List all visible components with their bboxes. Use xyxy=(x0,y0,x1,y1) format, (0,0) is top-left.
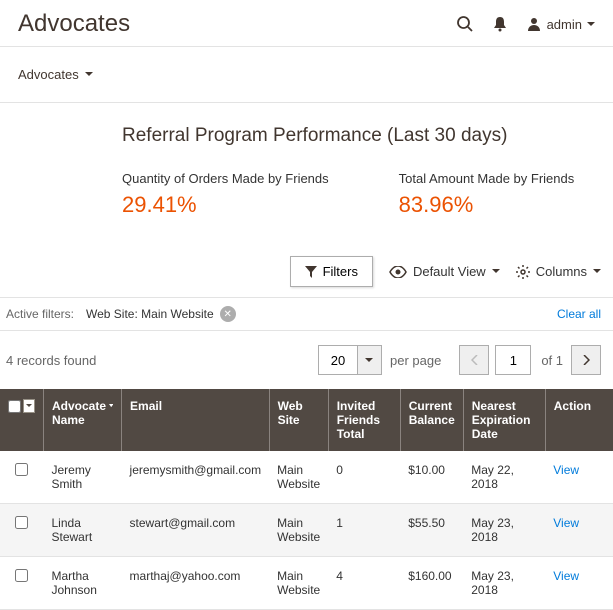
cell-balance: $10.00 xyxy=(400,451,463,504)
cell-email: marthaj@yahoo.com xyxy=(122,557,270,610)
metric-value: 29.41% xyxy=(122,192,329,218)
row-checkbox[interactable] xyxy=(15,569,28,582)
sort-arrow-icon xyxy=(109,399,113,409)
filter-chip-label: Web Site: Main Website xyxy=(86,307,214,321)
cell-expiration: May 22, 2018 xyxy=(463,451,545,504)
view-link[interactable]: View xyxy=(553,516,579,530)
row-checkbox[interactable] xyxy=(15,516,28,529)
admin-label: admin xyxy=(547,17,582,32)
cell-balance: $55.50 xyxy=(400,504,463,557)
filter-chip-website: Web Site: Main Website ✕ xyxy=(86,306,236,322)
scope-selector[interactable]: Advocates xyxy=(18,61,93,88)
metric-label: Total Amount Made by Friends xyxy=(399,171,575,186)
filters-label: Filters xyxy=(323,264,358,279)
column-header-expiration[interactable]: Nearest Expiration Date xyxy=(463,389,545,451)
column-header-email[interactable]: Email xyxy=(122,389,270,451)
scope-label: Advocates xyxy=(18,67,79,82)
cell-expiration: May 23, 2018 xyxy=(463,557,545,610)
admin-account-menu[interactable]: admin xyxy=(526,16,595,32)
chevron-down-icon xyxy=(85,72,93,77)
records-found-label: 4 records found xyxy=(6,353,318,368)
per-page-dropdown[interactable] xyxy=(358,345,382,375)
chevron-down-icon xyxy=(593,269,601,274)
cell-name: Jeremy Smith xyxy=(44,451,122,504)
metric-value: 83.96% xyxy=(399,192,575,218)
cell-balance: $160.00 xyxy=(400,557,463,610)
column-header-website[interactable]: Web Site xyxy=(269,389,328,451)
next-page-button[interactable] xyxy=(571,345,601,375)
table-row: Martha Johnsonmarthaj@yahoo.comMain Webs… xyxy=(0,557,613,610)
gear-icon xyxy=(516,265,530,279)
columns-label: Columns xyxy=(536,264,587,279)
chevron-down-icon xyxy=(492,269,500,274)
metric-label: Quantity of Orders Made by Friends xyxy=(122,171,329,186)
eye-icon xyxy=(389,266,407,278)
cell-invited: 4 xyxy=(328,557,400,610)
prev-page-button[interactable] xyxy=(459,345,489,375)
column-header-invited[interactable]: Invited Friends Total xyxy=(328,389,400,451)
column-header-action: Action xyxy=(545,389,613,451)
cell-email: jeremysmith@gmail.com xyxy=(122,451,270,504)
active-filters-label: Active filters: xyxy=(6,307,74,321)
per-page-input[interactable] xyxy=(318,345,358,375)
cell-website: Main Website xyxy=(269,557,328,610)
cell-email: stewart@gmail.com xyxy=(122,504,270,557)
column-header-balance[interactable]: Current Balance xyxy=(400,389,463,451)
performance-title: Referral Program Performance (Last 30 da… xyxy=(122,125,595,147)
cell-invited: 0 xyxy=(328,451,400,504)
view-link[interactable]: View xyxy=(553,569,579,583)
chevron-right-icon xyxy=(583,355,590,365)
filters-button[interactable]: Filters xyxy=(290,256,373,287)
select-all-checkbox[interactable] xyxy=(8,400,21,413)
page-of-label: of 1 xyxy=(541,353,563,368)
default-view-label: Default View xyxy=(413,264,486,279)
select-dropdown[interactable] xyxy=(23,399,35,413)
cell-expiration: May 23, 2018 xyxy=(463,504,545,557)
column-header-name[interactable]: Advocate Name xyxy=(52,399,113,427)
search-icon[interactable] xyxy=(456,15,474,33)
advocates-table: Advocate Name Email Web Site Invited Fri… xyxy=(0,389,613,610)
chevron-down-icon xyxy=(587,22,595,27)
cell-website: Main Website xyxy=(269,504,328,557)
page-title: Advocates xyxy=(18,10,456,38)
chevron-down-icon xyxy=(365,358,373,363)
chevron-left-icon xyxy=(471,355,478,365)
columns-dropdown[interactable]: Columns xyxy=(516,264,601,279)
filter-icon xyxy=(305,266,317,278)
default-view-dropdown[interactable]: Default View xyxy=(389,264,500,279)
page-number-input[interactable] xyxy=(495,345,531,375)
view-link[interactable]: View xyxy=(553,463,579,477)
chevron-down-icon xyxy=(26,404,32,408)
cell-website: Main Website xyxy=(269,451,328,504)
notifications-icon[interactable] xyxy=(492,16,508,32)
table-row: Linda Stewartstewart@gmail.comMain Websi… xyxy=(0,504,613,557)
clear-all-link[interactable]: Clear all xyxy=(557,307,601,321)
remove-filter-button[interactable]: ✕ xyxy=(220,306,236,322)
metric-total-amount: Total Amount Made by Friends 83.96% xyxy=(399,171,575,218)
user-icon xyxy=(526,16,542,32)
row-checkbox[interactable] xyxy=(15,463,28,476)
per-page-label: per page xyxy=(390,353,441,368)
cell-name: Linda Stewart xyxy=(44,504,122,557)
metric-orders-quantity: Quantity of Orders Made by Friends 29.41… xyxy=(122,171,329,218)
cell-invited: 1 xyxy=(328,504,400,557)
cell-name: Martha Johnson xyxy=(44,557,122,610)
table-row: Jeremy Smithjeremysmith@gmail.comMain We… xyxy=(0,451,613,504)
